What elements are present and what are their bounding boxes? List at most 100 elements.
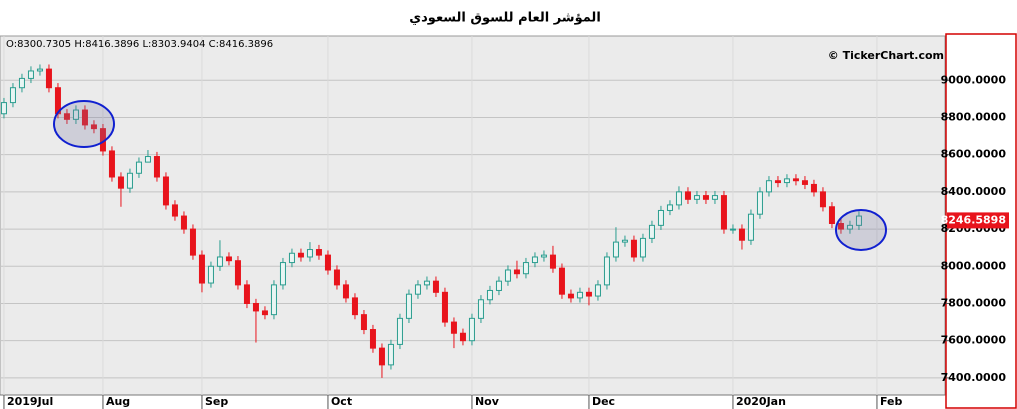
candle-body [342,284,349,299]
candle-body [207,265,214,284]
candle-body [828,206,835,224]
x-tick-label: Nov [475,395,500,408]
candle-body [315,249,322,256]
candle-body [288,252,295,264]
candle-body [450,321,457,334]
candle-body [504,269,511,282]
candle-body [225,256,232,262]
candle-body [738,228,745,241]
title-bar [0,0,1017,34]
highlight-ellipse [835,209,887,251]
candle-body [801,180,808,185]
y-tick-label: 7600.0000 [941,334,1007,347]
candle-body [144,156,151,163]
candle-body [234,260,241,286]
candles [0,64,862,378]
candle-body [810,183,817,193]
candle-body [585,291,592,297]
candle-body [567,293,574,299]
candle-body [333,269,340,286]
y-tick-label: 8000.0000 [941,259,1007,272]
candle-body [261,310,268,316]
candle-body [297,252,304,258]
ohlc-header: O:8300.7305 H:8416.3896 L:8303.9404 C:84… [6,39,273,50]
candle-body [72,109,79,120]
candle-body [117,176,124,189]
candle-body [45,68,52,89]
candle-body [576,291,583,299]
y-tick-label: 7400.0000 [941,371,1007,384]
candle-body [558,267,565,295]
candle-body [486,289,493,301]
y-tick-label: 8800.0000 [941,110,1007,123]
candle-body [180,215,187,230]
x-tick-label: 2019Jul [7,395,53,408]
candle-body [432,280,439,293]
candle-body [513,269,520,275]
candle-body [468,317,475,342]
candle-body [711,195,718,200]
candle-body [171,204,178,217]
candle-body [252,302,259,312]
candle-body [765,180,772,193]
candle-body [666,204,673,211]
y-tick-label: 8400.0000 [941,185,1007,198]
candle-body [369,329,376,349]
chart-title: المؤشر العام للسوق السعودي [409,11,601,26]
candle-body [153,156,160,178]
candle-body [135,161,142,174]
candle-body [747,213,754,241]
y-tick-label: 9000.0000 [941,73,1007,86]
y-tick-label: 8600.0000 [941,148,1007,161]
candle-body [81,109,88,126]
candle-body [351,297,358,316]
candle-body [162,176,169,206]
candle-body [198,254,205,284]
candle-body [27,70,34,79]
candle-body [90,124,97,130]
candle-body [774,180,781,184]
candle-body [846,224,853,230]
y-tick-label: 7800.0000 [941,296,1007,309]
candle-body [270,284,277,316]
candle-body [729,228,736,231]
candle-body [0,102,7,115]
candle-body [405,293,412,319]
candle-body [9,87,16,104]
candle-body [495,280,502,291]
candle-body [279,262,286,286]
x-tick-label: Aug [106,395,130,408]
candle-body [549,254,556,269]
candle-body [855,215,862,226]
candle-body [621,239,628,243]
candle-body [639,237,646,258]
candle-body [396,317,403,345]
candle-body [387,343,394,366]
candle-body [630,239,637,258]
candle-body [684,191,691,200]
candle-body [414,284,421,295]
x-tick-label: Feb [880,395,903,408]
candle-body [108,150,115,178]
x-tick-label: 2020Jan [736,395,786,408]
candle-body [126,172,133,189]
candle-body [306,249,313,258]
candle-body [477,299,484,319]
candle-body [189,228,196,256]
candle-body [522,262,529,275]
candle-body [612,241,619,258]
watermark: © TickerChart.com [828,49,944,62]
candle-body [63,113,70,120]
candle-body [459,332,466,342]
candle-body [837,222,844,230]
candle-body [216,256,223,267]
candle-body [675,191,682,206]
candle-body [360,314,367,331]
highlight-ellipse [53,100,115,148]
x-tick-label: Oct [331,395,352,408]
candle-body [36,68,43,72]
x-tick-label: Sep [205,395,228,408]
candle-body [783,178,790,184]
candle-body [756,191,763,215]
